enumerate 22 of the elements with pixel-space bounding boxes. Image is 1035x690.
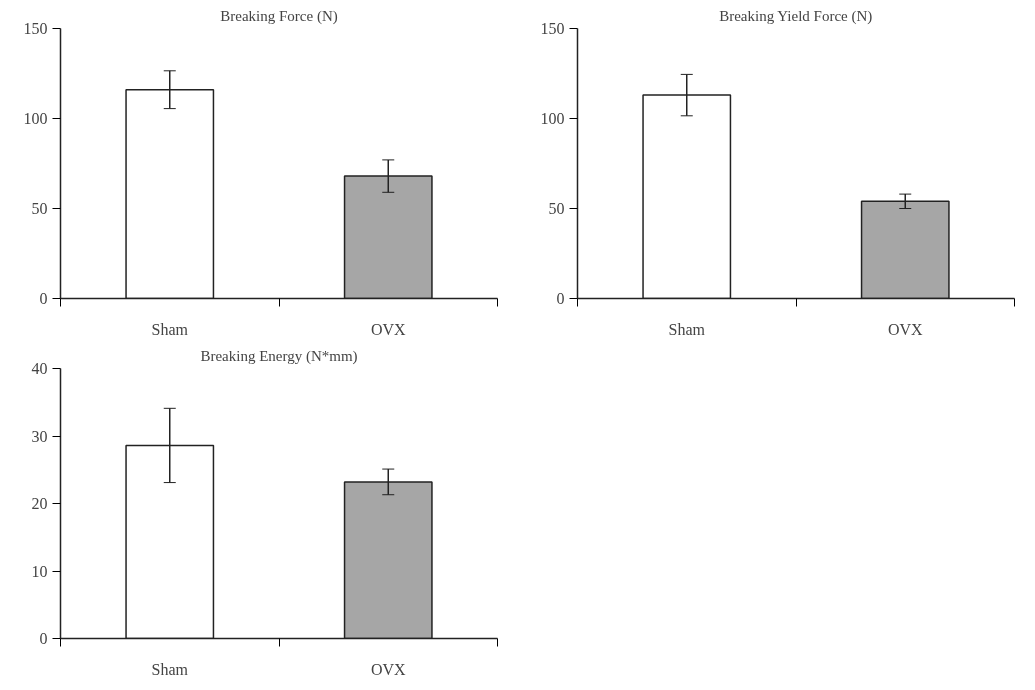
y-tick-label: 0 bbox=[556, 290, 565, 307]
x-tick-label: Sham bbox=[151, 660, 189, 678]
y-tick-label: 20 bbox=[31, 495, 48, 512]
y-tick-label: 100 bbox=[540, 110, 565, 127]
x-tick-label: Sham bbox=[668, 320, 706, 338]
y-tick-label: 40 bbox=[31, 360, 48, 377]
y-tick-label: 50 bbox=[31, 200, 48, 217]
y-tick-label: 150 bbox=[23, 20, 48, 37]
x-tick-label: OVX bbox=[370, 320, 407, 338]
y-tick-label: 30 bbox=[31, 427, 48, 445]
x-tick-label: Sham bbox=[151, 320, 189, 338]
y-tick-label: 100 bbox=[23, 110, 48, 127]
y-tick-label: 50 bbox=[548, 200, 565, 217]
x-tick-label: OVX bbox=[370, 660, 407, 678]
y-tick-label: 150 bbox=[540, 20, 565, 37]
y-tick-label: 10 bbox=[31, 562, 48, 580]
chart-title: Breaking Yield Force (N) bbox=[719, 7, 873, 25]
chart-title: Breaking Force (N) bbox=[220, 7, 338, 25]
x-tick-label: OVX bbox=[887, 320, 924, 338]
y-tick-label: 0 bbox=[39, 290, 48, 307]
y-tick-label: 0 bbox=[39, 630, 48, 647]
chart-title: Breaking Energy (N*mm) bbox=[200, 347, 358, 365]
